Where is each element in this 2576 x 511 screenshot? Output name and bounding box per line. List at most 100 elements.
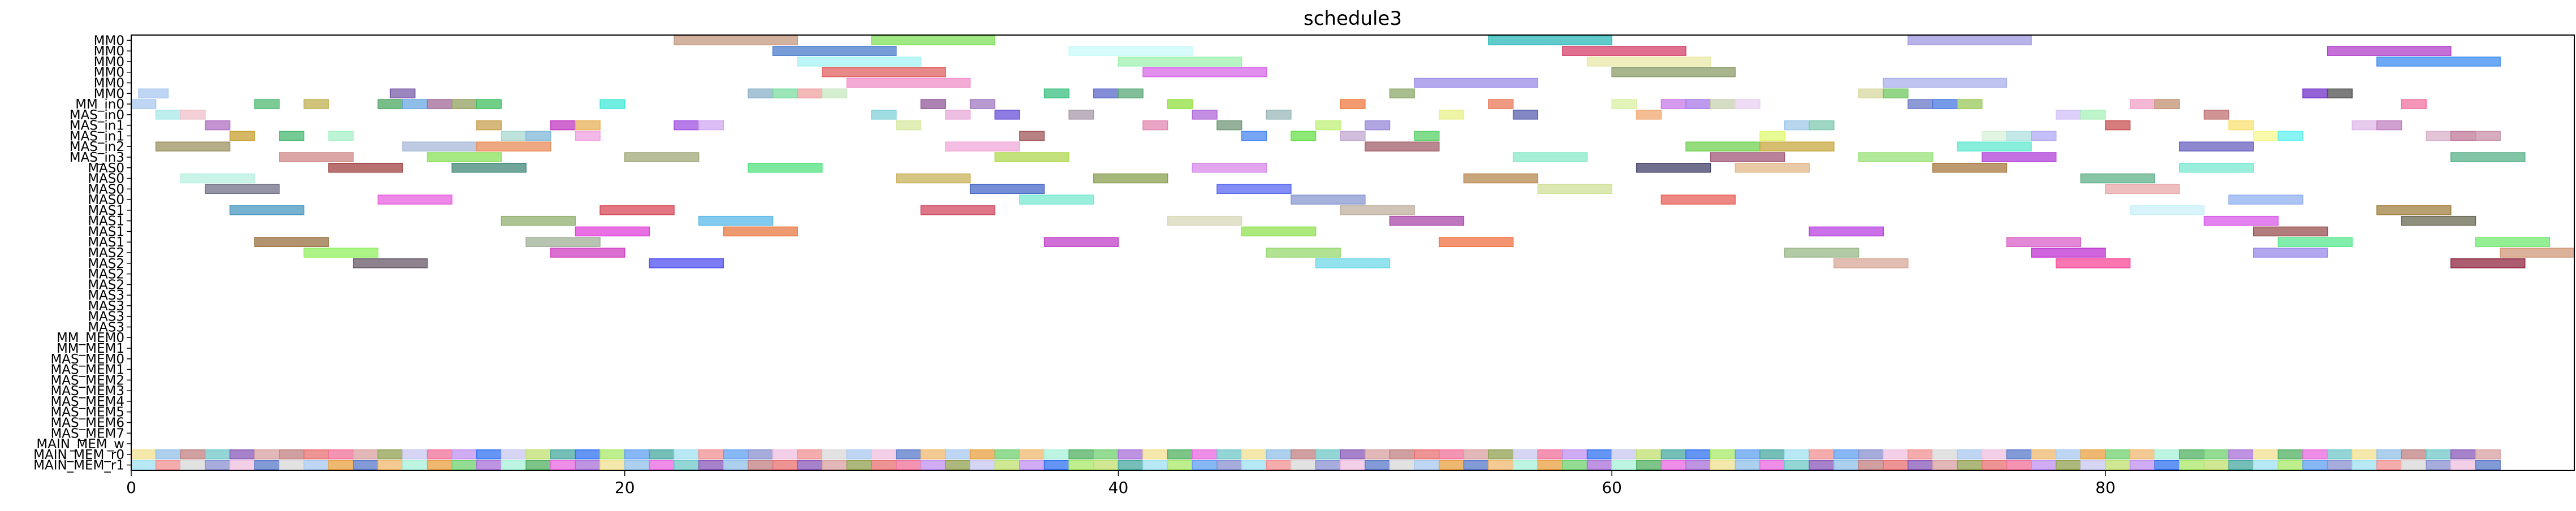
memory-slot-bar <box>1043 449 1069 460</box>
memory-slot-bar <box>797 449 823 460</box>
task-bar <box>402 141 477 151</box>
task-bar <box>575 226 650 237</box>
memory-slot-bar <box>1685 449 1711 460</box>
task-bar <box>599 205 675 215</box>
task-bar <box>131 99 157 109</box>
memory-slot-bar <box>649 449 675 460</box>
task-bar <box>2228 120 2254 131</box>
memory-slot-bar <box>575 449 601 460</box>
task-bar <box>1389 215 1465 226</box>
task-bar <box>1291 131 1317 141</box>
task-bar <box>2154 99 2180 109</box>
task-bar <box>599 99 625 109</box>
x-tick-label: 0 <box>126 478 136 497</box>
row-label: MM0 <box>94 86 124 101</box>
memory-slot-bar <box>1537 449 1563 460</box>
task-bar <box>1216 120 1242 131</box>
memory-slot-bar <box>2475 460 2501 470</box>
task-bar <box>1117 57 1242 67</box>
memory-slot-bar <box>1586 460 1612 470</box>
x-tick-label: 80 <box>2095 478 2116 497</box>
memory-slot-bar <box>2105 460 2131 470</box>
task-bar <box>2327 88 2353 99</box>
memory-slot-bar <box>1784 449 1810 460</box>
task-bar <box>1315 120 1341 131</box>
task-bar <box>1365 120 1391 131</box>
task-bar <box>2006 237 2082 247</box>
memory-slot-bar <box>229 449 255 460</box>
task-bar <box>1389 88 1415 99</box>
task-bar <box>1784 120 1810 131</box>
task-bar <box>1192 163 1267 173</box>
memory-slot-bar <box>352 460 379 470</box>
task-bar <box>328 163 403 173</box>
memory-slot-bar <box>155 460 182 470</box>
row-label: MAS_in2 <box>70 140 124 154</box>
memory-slot-bar <box>1315 449 1341 460</box>
memory-slot-bar <box>205 449 231 460</box>
memory-slot-bar <box>1142 449 1168 460</box>
memory-slot-bar <box>1537 460 1563 470</box>
memory-slot-bar <box>1167 449 1193 460</box>
memory-slot-bar <box>846 460 872 470</box>
task-bar <box>1438 110 1465 120</box>
task-bar <box>1784 248 1859 258</box>
task-bar <box>303 248 379 258</box>
memory-slot-bar <box>2277 460 2303 470</box>
memory-slot-bar <box>797 460 823 470</box>
task-bar <box>1932 163 2008 173</box>
task-bar <box>2129 99 2155 109</box>
memory-slot-bar <box>402 460 428 470</box>
memory-slot-bar <box>303 449 329 460</box>
task-bar <box>279 131 305 141</box>
row-label: MAS3 <box>88 310 124 324</box>
memory-slot-bar <box>426 449 453 460</box>
row-label: MAS_MEM1 <box>50 363 124 378</box>
task-bar <box>1438 237 1514 247</box>
memory-slot-bar <box>1340 449 1366 460</box>
task-bar <box>772 46 897 56</box>
task-bar <box>2253 248 2328 258</box>
task-bar <box>575 131 601 141</box>
task-bar <box>1809 226 1884 237</box>
task-bar <box>698 215 774 226</box>
task-bar <box>2105 184 2180 194</box>
memory-slot-bar <box>1043 460 1069 470</box>
task-bar <box>2203 215 2279 226</box>
task-bar <box>2450 131 2476 141</box>
memory-slot-bar <box>1068 460 1094 470</box>
task-bar <box>945 141 1020 151</box>
memory-slot-bar <box>1932 460 1958 470</box>
memory-slot-bar <box>969 449 996 460</box>
memory-slot-bar <box>1636 460 1662 470</box>
task-bar <box>772 88 798 99</box>
task-bar <box>1414 77 1539 88</box>
row-label: MAS1 <box>88 235 124 250</box>
memory-slot-bar <box>871 460 897 470</box>
memory-slot-bar <box>1488 449 1514 460</box>
task-bar <box>1759 131 1785 141</box>
row-label: MAS1 <box>88 224 124 239</box>
memory-slot-bar <box>279 460 305 470</box>
task-bar <box>1611 67 1736 77</box>
task-bar <box>229 205 305 215</box>
memory-slot-bar <box>1957 449 1983 460</box>
row-label: MAS3 <box>88 288 124 303</box>
task-bar <box>1241 131 1267 141</box>
memory-slot-bar <box>426 460 453 470</box>
memory-slot-bar <box>180 449 206 460</box>
task-bar <box>2376 205 2452 215</box>
task-bar <box>525 131 551 141</box>
memory-slot-bar <box>2426 449 2452 460</box>
memory-slot-bar <box>1019 460 1045 470</box>
memory-slot-bar <box>1192 449 1218 460</box>
task-bar <box>920 99 946 109</box>
task-bar <box>1043 88 1069 99</box>
task-bar <box>352 258 428 269</box>
task-bar <box>895 173 971 184</box>
task-bar <box>2203 110 2229 120</box>
memory-slot-bar <box>2080 449 2106 460</box>
row-label: MAS2 <box>88 267 124 282</box>
memory-slot-bar <box>2031 460 2057 470</box>
